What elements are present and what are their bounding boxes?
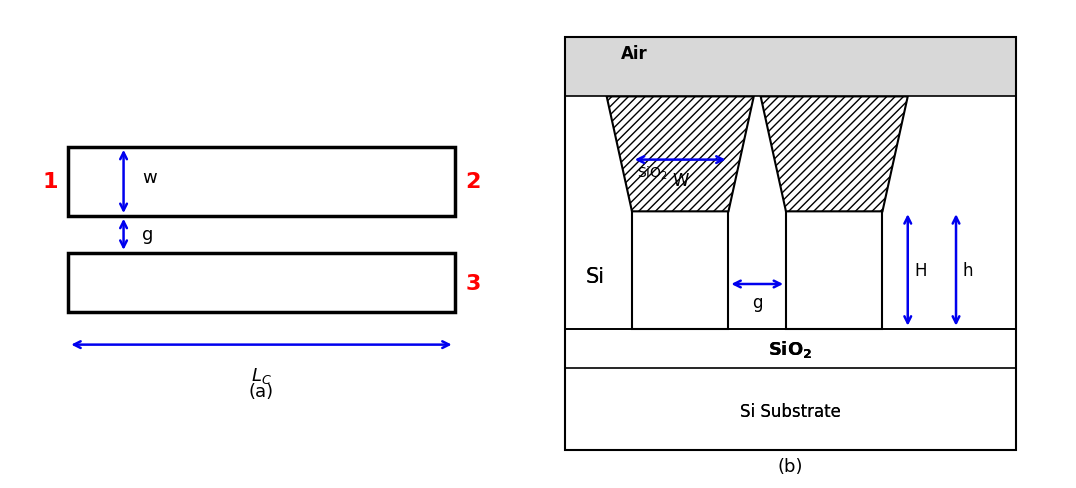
Bar xyxy=(785,212,882,329)
Text: Air: Air xyxy=(607,44,634,62)
Text: Si Substrate: Si Substrate xyxy=(740,403,841,421)
Bar xyxy=(728,97,785,329)
Text: H: H xyxy=(915,262,928,279)
Text: Si: Si xyxy=(585,266,605,286)
Text: $\mathbf{SiO_2}$: $\mathbf{SiO_2}$ xyxy=(768,338,812,359)
Text: Si Substrate: Si Substrate xyxy=(740,403,841,421)
Text: W: W xyxy=(672,172,689,190)
Text: w: w xyxy=(142,168,157,186)
Bar xyxy=(882,97,1016,329)
Text: 3: 3 xyxy=(465,273,481,293)
Bar xyxy=(565,38,1016,97)
Polygon shape xyxy=(607,97,754,212)
Text: g: g xyxy=(752,294,763,311)
Bar xyxy=(69,148,454,217)
Bar xyxy=(69,253,454,313)
Text: (a): (a) xyxy=(249,382,274,400)
Text: $\mathrm{SiO_2}$: $\mathrm{SiO_2}$ xyxy=(637,164,668,182)
Text: (b): (b) xyxy=(778,457,804,475)
Bar xyxy=(565,97,632,329)
Text: $L_C$: $L_C$ xyxy=(251,366,272,386)
Bar xyxy=(565,38,1016,97)
Text: Si: Si xyxy=(585,266,605,286)
Bar xyxy=(565,212,1016,329)
Text: 2: 2 xyxy=(465,172,481,192)
Bar xyxy=(565,329,1016,368)
Text: h: h xyxy=(963,262,974,279)
Text: 1: 1 xyxy=(42,172,58,192)
Text: Air: Air xyxy=(621,44,648,62)
Bar xyxy=(632,212,728,329)
Bar xyxy=(565,368,1016,450)
Text: g: g xyxy=(142,226,153,244)
Bar xyxy=(565,97,1016,212)
Polygon shape xyxy=(761,97,908,212)
Text: $\mathbf{SiO_2}$: $\mathbf{SiO_2}$ xyxy=(768,338,812,359)
